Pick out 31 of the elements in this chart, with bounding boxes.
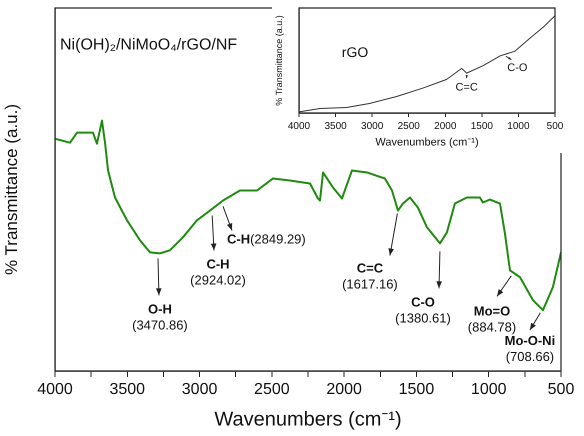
annotation: rGO	[342, 44, 368, 60]
x-tick-label: 1000	[507, 120, 530, 132]
annotation: C-H (2924.02)	[190, 256, 246, 288]
x-axis-title: Wavenumbers (cm⁻¹)	[375, 136, 479, 148]
annotation: Mo-O-Ni (708.66)	[504, 333, 556, 364]
x-tick-label: 2500	[254, 381, 290, 398]
x-tick-label: 1000	[470, 381, 507, 398]
x-tick-label: 500	[546, 120, 564, 132]
annotation: C-O (1380.61)	[395, 294, 451, 326]
x-tick-label: 3000	[361, 120, 384, 132]
y-axis-title: % Transmittance (a.u.)	[274, 15, 284, 106]
x-tick-label: 2000	[326, 381, 362, 398]
annotation: O-H (3470.86)	[132, 301, 188, 332]
x-tick-label: 2500	[398, 120, 420, 132]
x-tick-label: 1500	[470, 120, 494, 132]
annotation: C-O	[507, 62, 528, 74]
x-tick-label: 500	[548, 381, 574, 398]
chart-title: Ni(OH)₂/NiMoO₄/rGO/NF	[60, 36, 238, 54]
x-tick-label: 3500	[324, 120, 348, 132]
annotation: C=C (1617.16)	[342, 260, 398, 292]
annotation: C=C	[455, 82, 478, 94]
y-axis-title: % Transmittance (a.u.)	[2, 104, 21, 276]
x-axis-title: Wavenumbers (cm⁻¹)	[214, 408, 402, 431]
x-tick-label: 2000	[434, 120, 457, 132]
x-tick-label: 4000	[288, 120, 311, 132]
annotation: Mo=O (884.78)	[468, 303, 516, 334]
x-tick-label: 3000	[182, 381, 218, 398]
annotation: C-H(2849.29)	[226, 232, 306, 247]
x-tick-label: 3500	[109, 381, 146, 398]
x-tick-label: 4000	[37, 381, 73, 398]
x-tick-label: 1500	[398, 381, 434, 398]
